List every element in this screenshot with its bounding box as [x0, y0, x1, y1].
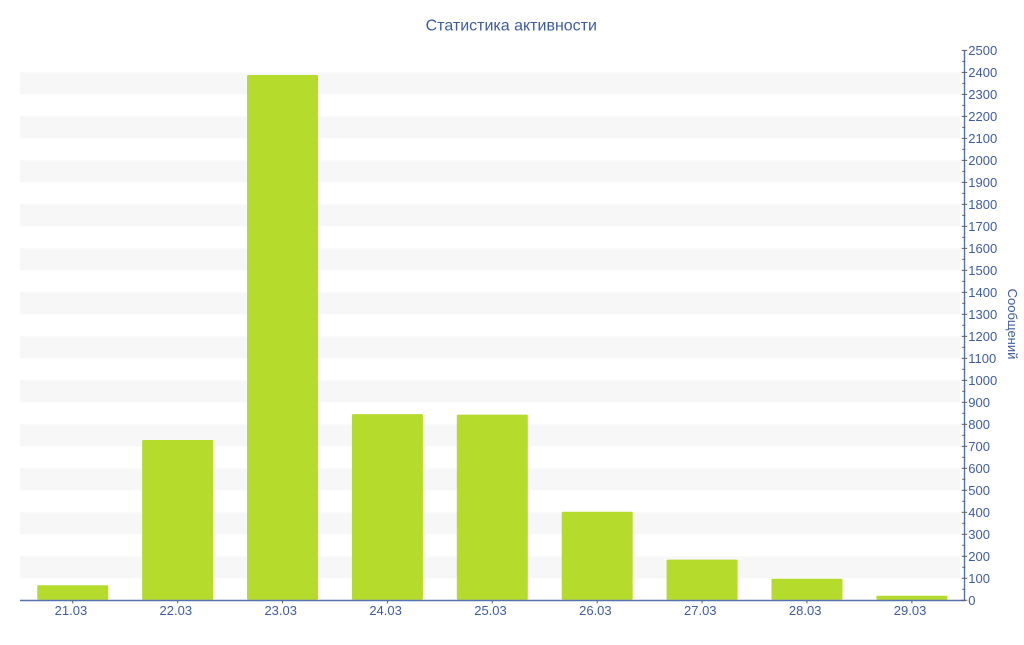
svg-text:1900: 1900 — [968, 175, 997, 190]
svg-text:23.03: 23.03 — [264, 603, 297, 618]
svg-text:Сообщений: Сообщений — [1005, 289, 1020, 360]
svg-text:1000: 1000 — [968, 373, 997, 388]
svg-text:700: 700 — [968, 439, 990, 454]
svg-text:2200: 2200 — [968, 109, 997, 124]
svg-text:26.03: 26.03 — [579, 603, 612, 618]
svg-text:29.03: 29.03 — [894, 603, 927, 618]
svg-text:1200: 1200 — [968, 329, 997, 344]
svg-text:22.03: 22.03 — [160, 603, 193, 618]
svg-text:2100: 2100 — [968, 131, 997, 146]
svg-text:28.03: 28.03 — [789, 603, 822, 618]
svg-text:1700: 1700 — [968, 219, 997, 234]
svg-text:2300: 2300 — [968, 87, 997, 102]
svg-text:2400: 2400 — [968, 65, 997, 80]
svg-text:Статистика активности: Статистика активности — [426, 18, 597, 35]
svg-text:24.03: 24.03 — [369, 603, 402, 618]
svg-text:21.03: 21.03 — [55, 603, 88, 618]
svg-text:0: 0 — [968, 593, 975, 608]
svg-text:1300: 1300 — [968, 307, 997, 322]
svg-text:2000: 2000 — [968, 153, 997, 168]
svg-text:400: 400 — [968, 505, 990, 520]
svg-text:200: 200 — [968, 549, 990, 564]
svg-text:1100: 1100 — [968, 351, 996, 366]
svg-text:900: 900 — [968, 395, 990, 410]
svg-text:500: 500 — [968, 483, 990, 498]
svg-text:300: 300 — [968, 527, 990, 542]
svg-text:1400: 1400 — [968, 285, 997, 300]
svg-text:27.03: 27.03 — [684, 603, 717, 618]
svg-text:800: 800 — [968, 417, 990, 432]
svg-text:1600: 1600 — [968, 241, 997, 256]
svg-text:1800: 1800 — [968, 197, 997, 212]
svg-text:2500: 2500 — [968, 43, 997, 58]
svg-text:25.03: 25.03 — [474, 603, 507, 618]
svg-text:1500: 1500 — [968, 263, 997, 278]
svg-text:100: 100 — [968, 571, 990, 586]
svg-text:600: 600 — [968, 461, 990, 476]
